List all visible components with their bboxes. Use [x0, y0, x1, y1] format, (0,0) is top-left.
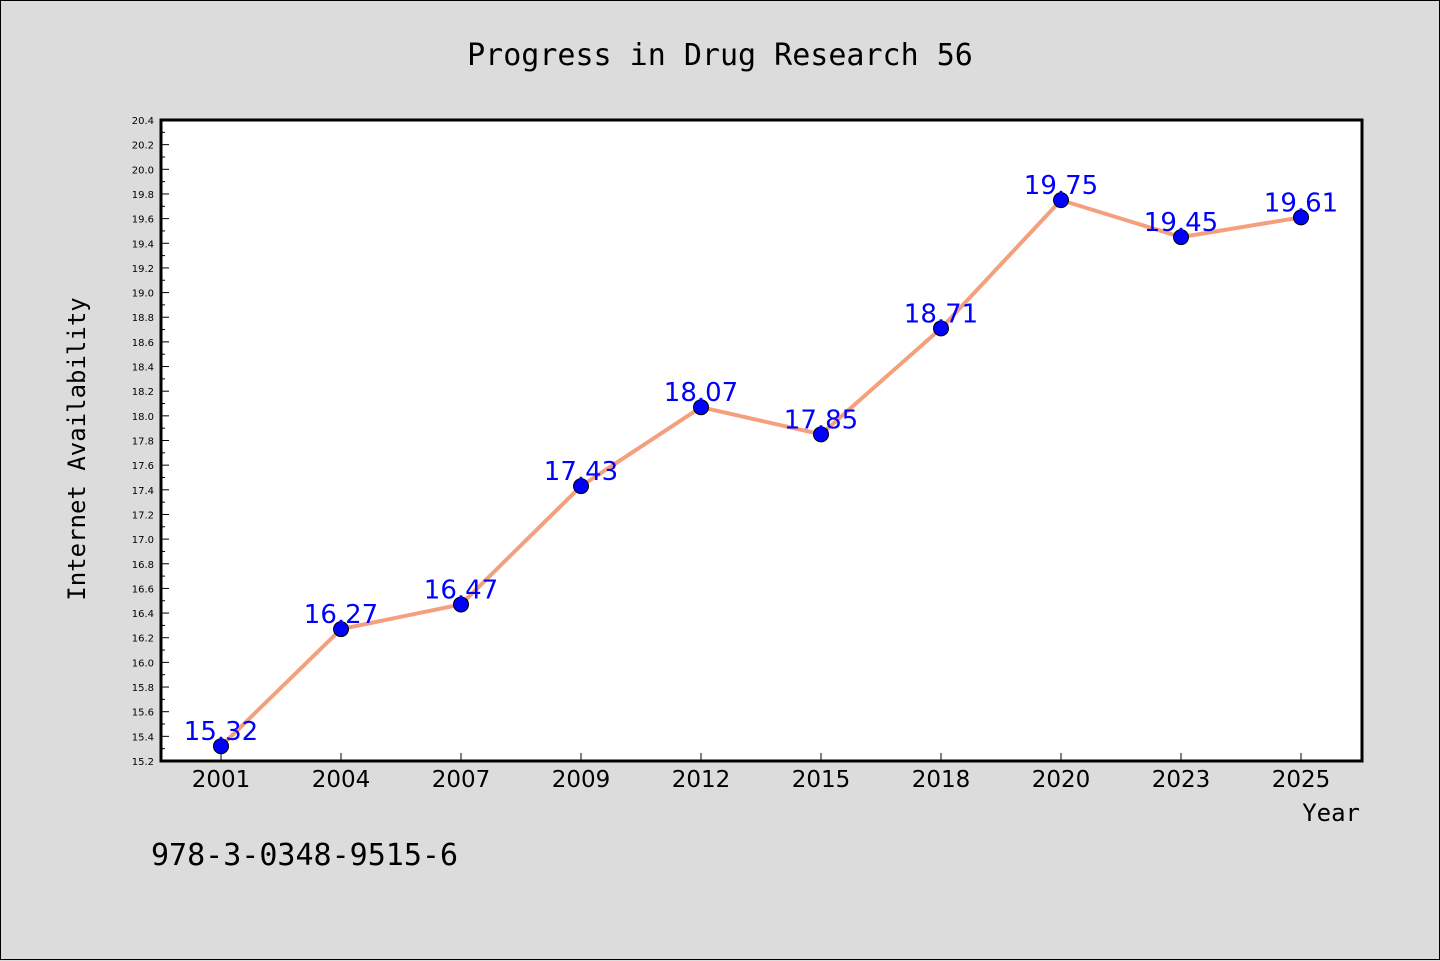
y-tick-label: 15.8 — [132, 683, 154, 694]
y-tick-label: 18.2 — [132, 387, 154, 398]
x-tick-label: 2004 — [312, 767, 371, 793]
chart-title: Progress in Drug Research 56 — [467, 38, 973, 73]
y-tick-label: 19.4 — [132, 239, 154, 250]
y-tick-label: 18.4 — [132, 363, 154, 374]
y-tick-label: 18.6 — [132, 338, 154, 349]
data-label: 19.45 — [1144, 208, 1218, 238]
data-point — [813, 426, 829, 443]
data-label: 18.71 — [904, 299, 978, 329]
y-tick-label: 19.0 — [132, 289, 154, 300]
x-tick-label: 2001 — [192, 767, 251, 793]
y-tick-label: 17.0 — [132, 535, 154, 546]
data-label: 18.07 — [664, 378, 738, 408]
y-axis-label: Internet Availability — [63, 297, 91, 600]
x-tick-label: 2009 — [552, 767, 611, 793]
data-point — [933, 320, 949, 337]
data-label: 17.43 — [544, 457, 618, 487]
y-tick-label: 20.0 — [132, 165, 154, 176]
series-layer: 15.32 16.27 16.47 17.43 18.07 17.85 18.71 19.75… — [184, 171, 1338, 755]
y-tick-label: 16.2 — [132, 634, 154, 645]
y-tick-label: 18.0 — [132, 412, 154, 423]
data-label: 17.85 — [784, 405, 858, 435]
series-line — [219, 198, 1302, 748]
y-tick-label: 16.8 — [132, 560, 154, 571]
x-tick-label: 2023 — [1152, 767, 1211, 793]
x-tick-label: 2020 — [1032, 767, 1091, 793]
y-tick-label: 20.4 — [132, 116, 154, 127]
y-tick-label: 18.8 — [132, 313, 154, 324]
y-tick-label: 19.2 — [132, 264, 154, 275]
data-point — [1293, 209, 1309, 226]
data-label: 19.75 — [1024, 171, 1098, 201]
y-tick-label: 19.6 — [132, 215, 154, 226]
data-label: 15.32 — [184, 717, 258, 747]
data-point — [453, 596, 469, 613]
y-tick-label: 20.2 — [132, 141, 154, 152]
x-axis-label: Year — [1302, 799, 1360, 827]
x-tick-label: 2007 — [432, 767, 491, 793]
x-tick-label: 2018 — [912, 767, 971, 793]
y-tick-label: 17.8 — [132, 437, 154, 448]
data-label: 16.47 — [424, 575, 498, 605]
data-point — [213, 738, 229, 755]
y-tick-label: 17.6 — [132, 461, 154, 472]
data-point — [573, 478, 589, 495]
y-tick-label: 16.4 — [132, 609, 154, 620]
data-point — [693, 399, 709, 416]
x-axis: 2001 2004 2007 2009 2012 2015 2018 2020 2023 2025 — [192, 753, 1331, 793]
y-tick-label: 19.8 — [132, 190, 154, 201]
isbn-text: 978-3-0348-9515-6 — [151, 838, 458, 873]
data-point — [1173, 229, 1189, 246]
x-tick-label: 2025 — [1272, 767, 1331, 793]
y-tick-label: 15.4 — [132, 732, 154, 743]
y-tick-label: 16.0 — [132, 658, 154, 669]
data-point — [1053, 192, 1069, 209]
data-label: 16.27 — [304, 600, 378, 630]
data-label: 19.61 — [1264, 188, 1338, 218]
y-tick-label: 17.4 — [132, 486, 154, 497]
y-tick-label: 16.6 — [132, 584, 154, 595]
plot-area — [159, 118, 1364, 763]
data-point — [333, 621, 349, 638]
x-tick-label: 2012 — [672, 767, 731, 793]
y-tick-label: 15.2 — [132, 757, 154, 768]
y-tick-label: 15.6 — [132, 708, 154, 719]
x-tick-label: 2015 — [792, 767, 851, 793]
y-tick-label: 17.2 — [132, 510, 154, 521]
y-axis: 15.2 15.4 15.6 15.8 16.0 16.2 16.4 16.6 16.8 17.0… — [132, 116, 169, 768]
